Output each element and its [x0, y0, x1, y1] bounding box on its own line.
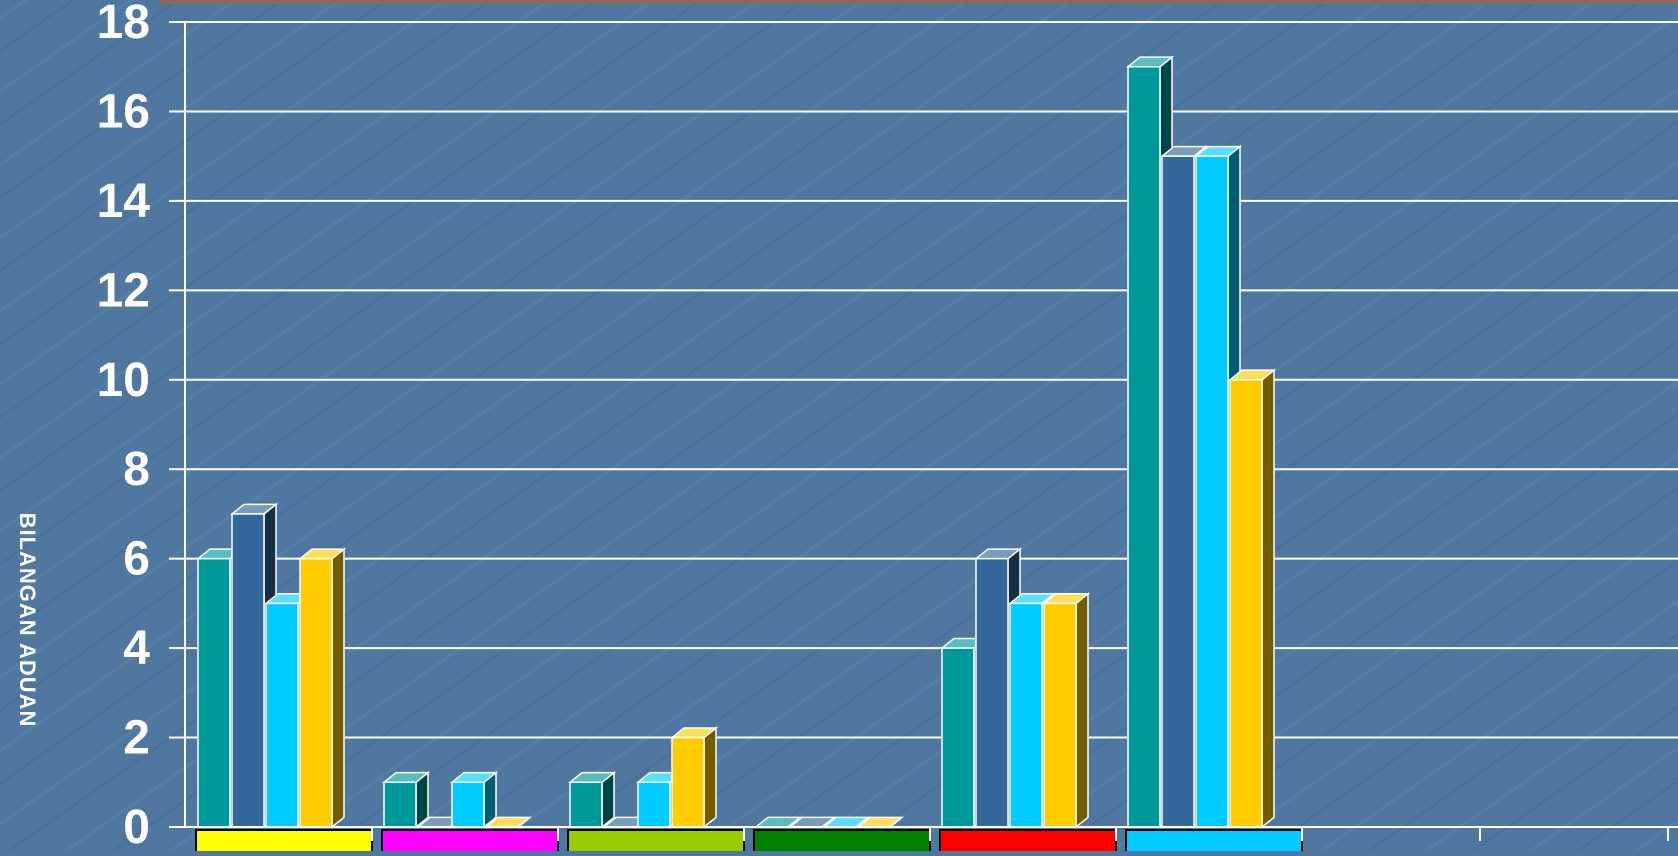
- bar: [297, 547, 347, 829]
- bar: [669, 726, 719, 829]
- gridlines: [185, 21, 1678, 828]
- bar: [449, 771, 499, 829]
- y-tick-label: 2: [123, 712, 150, 765]
- category-box: [939, 829, 1117, 856]
- y-tick-label: 18: [97, 0, 150, 49]
- bars: [195, 55, 1277, 829]
- category-box: [753, 829, 931, 856]
- bar: [1041, 592, 1091, 829]
- y-tick-label: 14: [97, 175, 151, 228]
- y-tick-label: 12: [97, 264, 150, 317]
- bar: [381, 771, 431, 829]
- y-tick-label: 10: [97, 354, 150, 407]
- y-tick-label: 6: [123, 533, 150, 586]
- y-tick-label: 16: [97, 85, 150, 138]
- y-tick-label: 8: [123, 443, 150, 496]
- y-axis-ticks: 0 2 4 6 8 10 12 14 16 18: [97, 0, 1678, 854]
- category-box: [195, 829, 373, 856]
- bar: [1227, 368, 1277, 829]
- bar: [567, 771, 617, 829]
- bar: [821, 816, 871, 828]
- category-box: [1125, 829, 1303, 856]
- category-box: [567, 829, 745, 856]
- category-box: [381, 829, 559, 856]
- y-tick-label: 4: [123, 622, 150, 675]
- top-border: [160, 0, 1678, 4]
- bar: [973, 547, 1023, 829]
- y-tick-label: 0: [123, 801, 150, 851]
- y-axis-label: BILANGAN ADUAN: [15, 512, 40, 728]
